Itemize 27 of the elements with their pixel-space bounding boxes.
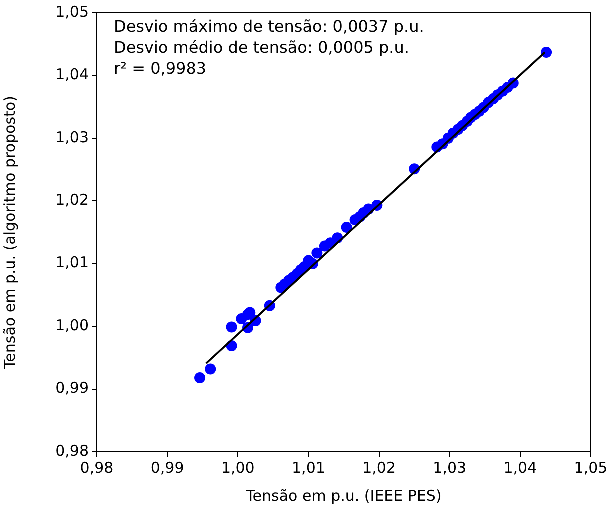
x-tick-label: 1,01 (292, 458, 326, 477)
y-tick-label: 1,02 (56, 191, 89, 210)
x-tick-label: 1,00 (221, 458, 255, 477)
point (541, 47, 552, 58)
x-tick-label: 1,03 (433, 458, 467, 477)
annotation: r² = 0,9983 (114, 59, 207, 78)
point (205, 364, 216, 375)
x-tick-label: 1,02 (362, 458, 396, 477)
x-tick-label: 1,05 (574, 458, 608, 477)
x-tick-label: 0,99 (150, 458, 184, 477)
y-tick-label: 1,03 (56, 128, 89, 146)
x-tick-label: 1,04 (504, 458, 538, 477)
point (226, 322, 238, 333)
y-tick-label: 1,00 (56, 316, 89, 334)
x-axis-title: Tensão em p.u. (IEEE PES) (245, 486, 442, 505)
annotation: Desvio máximo de tensão: 0,0037 p.u. (114, 17, 424, 36)
y-tick-label: 1,01 (56, 254, 89, 272)
y-tick-label: 0,98 (56, 442, 89, 460)
point (341, 222, 352, 233)
y-axis-title: Tensão em p.u. (algoritmo proposto) (0, 96, 19, 370)
x-tick-label: 0,98 (80, 458, 114, 477)
annotation: Desvio médio de tensão: 0,0005 p.u. (114, 38, 410, 58)
point (194, 372, 206, 384)
point (312, 248, 323, 259)
y-tick-label: 1,04 (56, 66, 89, 84)
y-tick-label: 1,05 (56, 2, 89, 21)
y-tick-label: 0,99 (56, 379, 89, 398)
